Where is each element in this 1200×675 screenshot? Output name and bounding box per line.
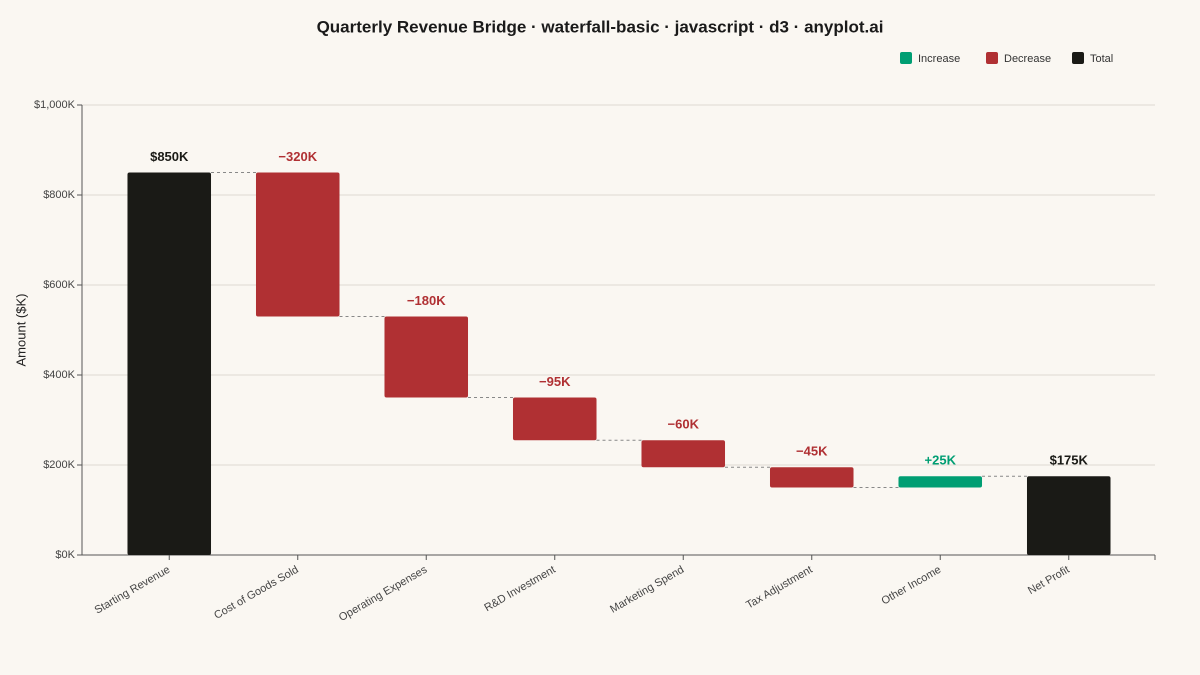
value-label: +25K (925, 453, 957, 468)
bar (769, 467, 854, 488)
y-tick-label: $600K (43, 279, 75, 291)
y-tick-label: $1,000K (34, 99, 76, 111)
y-tick-label: $200K (43, 459, 75, 471)
x-tick-label: Starting Revenue (93, 564, 173, 617)
bar (641, 440, 726, 468)
y-tick-label: $0K (55, 549, 75, 561)
value-label: $850K (150, 149, 189, 164)
bar (1026, 476, 1111, 555)
y-axis-title: Amount ($K) (13, 294, 28, 367)
value-label: −60K (668, 417, 700, 432)
bar (898, 476, 983, 488)
legend-label: Increase (918, 53, 960, 65)
value-label: −180K (407, 293, 446, 308)
x-tick-label: Tax Adjustment (744, 564, 815, 612)
x-tick-label: Cost of Goods Sold (212, 564, 301, 622)
y-tick-label: $400K (43, 369, 75, 381)
x-tick-label: R&D Investment (482, 564, 557, 614)
bar (255, 172, 340, 317)
y-tick-label: $800K (43, 189, 75, 201)
x-tick-label: Other Income (879, 564, 943, 608)
legend-swatch (1072, 52, 1084, 64)
legend-swatch (900, 52, 912, 64)
value-label: −320K (278, 149, 317, 164)
value-label: −95K (539, 374, 571, 389)
bar (512, 397, 597, 441)
chart-title: Quarterly Revenue Bridge · waterfall-bas… (317, 17, 884, 36)
legend-swatch (986, 52, 998, 64)
value-label: −45K (796, 444, 828, 459)
legend-label: Decrease (1004, 53, 1051, 65)
x-tick-label: Net Profit (1026, 564, 1072, 597)
bar (127, 172, 212, 555)
bar (384, 316, 469, 398)
x-tick-label: Operating Expenses (337, 563, 430, 623)
legend-label: Total (1090, 53, 1113, 65)
x-tick-label: Marketing Spend (608, 564, 686, 616)
value-label: $175K (1050, 453, 1089, 468)
